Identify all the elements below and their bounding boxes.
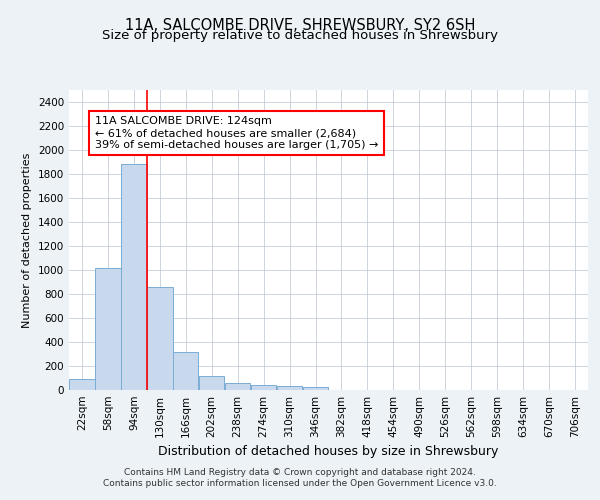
Y-axis label: Number of detached properties: Number of detached properties (22, 152, 32, 328)
Text: 11A, SALCOMBE DRIVE, SHREWSBURY, SY2 6SH: 11A, SALCOMBE DRIVE, SHREWSBURY, SY2 6SH (125, 18, 475, 32)
Text: Size of property relative to detached houses in Shrewsbury: Size of property relative to detached ho… (102, 29, 498, 42)
Bar (173, 352, 199, 390)
Bar (251, 384, 277, 390)
Bar (95, 268, 121, 390)
Bar (277, 386, 302, 390)
X-axis label: Distribution of detached houses by size in Shrewsbury: Distribution of detached houses by size … (158, 446, 499, 458)
Bar (225, 384, 250, 390)
Bar (199, 376, 224, 390)
Bar (121, 164, 146, 390)
Bar (303, 387, 328, 390)
Bar (147, 287, 173, 390)
Text: Contains HM Land Registry data © Crown copyright and database right 2024.
Contai: Contains HM Land Registry data © Crown c… (103, 468, 497, 487)
Bar (69, 378, 95, 390)
Text: 11A SALCOMBE DRIVE: 124sqm
← 61% of detached houses are smaller (2,684)
39% of s: 11A SALCOMBE DRIVE: 124sqm ← 61% of deta… (95, 116, 379, 150)
